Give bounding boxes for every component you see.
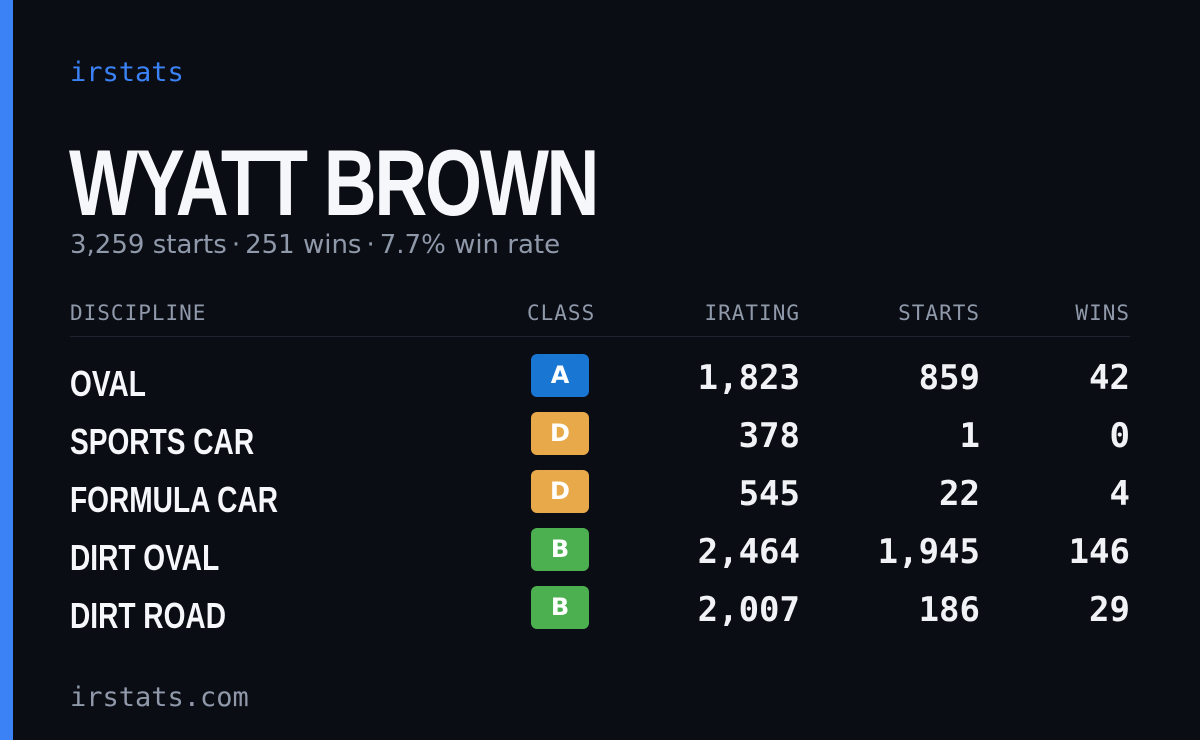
class-badge: B [531, 528, 589, 571]
row-starts: 186 [918, 590, 980, 630]
summary-separator: · [231, 230, 241, 260]
summary-starts: 3,259 starts [70, 230, 227, 260]
brand-logo-text: irstats [70, 57, 184, 88]
row-irating: 2,007 [697, 590, 800, 630]
class-badge: B [531, 586, 589, 629]
summary-separator: · [366, 230, 375, 260]
row-wins: 4 [1109, 474, 1130, 514]
class-badge: D [531, 412, 589, 455]
row-irating: 378 [738, 416, 800, 456]
row-wins: 146 [1068, 532, 1130, 572]
table-row: OVAL A 1,823 859 42 [70, 354, 1130, 412]
header-divider [70, 336, 1130, 337]
row-irating: 1,823 [697, 358, 800, 398]
table-row: FORMULA CAR D 545 22 4 [70, 470, 1130, 528]
row-discipline: FORMULA CAR [70, 479, 278, 520]
class-badge: A [531, 354, 589, 397]
row-starts: 22 [939, 474, 980, 514]
table-row: SPORTS CAR D 378 1 0 [70, 412, 1130, 470]
row-irating: 545 [738, 474, 800, 514]
driver-name: WYATT BROWN [69, 130, 600, 235]
row-starts: 1,945 [877, 532, 980, 572]
row-starts: 859 [918, 358, 980, 398]
header-starts: STARTS [898, 301, 980, 325]
header-irating: IRATING [704, 301, 800, 325]
summary-win-rate: 7.7% win rate [379, 230, 561, 260]
table-row: DIRT OVAL B 2,464 1,945 146 [70, 528, 1130, 586]
summary-wins: 251 wins [245, 230, 362, 260]
row-discipline: DIRT OVAL [70, 537, 220, 578]
row-discipline: DIRT ROAD [70, 595, 226, 636]
footer-url: irstats.com [70, 682, 249, 713]
header-class: CLASS [527, 301, 596, 325]
table-header: DISCIPLINE CLASS IRATING STARTS WINS [70, 298, 1130, 328]
header-wins: WINS [1075, 301, 1130, 325]
driver-summary: 3,259 starts · 251 wins · 7.7% win rate [70, 228, 560, 262]
row-wins: 0 [1109, 416, 1130, 456]
accent-bar [0, 0, 13, 740]
row-wins: 42 [1089, 358, 1130, 398]
row-discipline: SPORTS CAR [70, 421, 255, 462]
row-discipline: OVAL [70, 363, 146, 404]
row-wins: 29 [1089, 590, 1130, 630]
row-starts: 1 [959, 416, 980, 456]
header-discipline: DISCIPLINE [70, 301, 207, 325]
row-irating: 2,464 [697, 532, 800, 572]
table-row: DIRT ROAD B 2,007 186 29 [70, 586, 1130, 644]
class-badge: D [531, 470, 589, 513]
